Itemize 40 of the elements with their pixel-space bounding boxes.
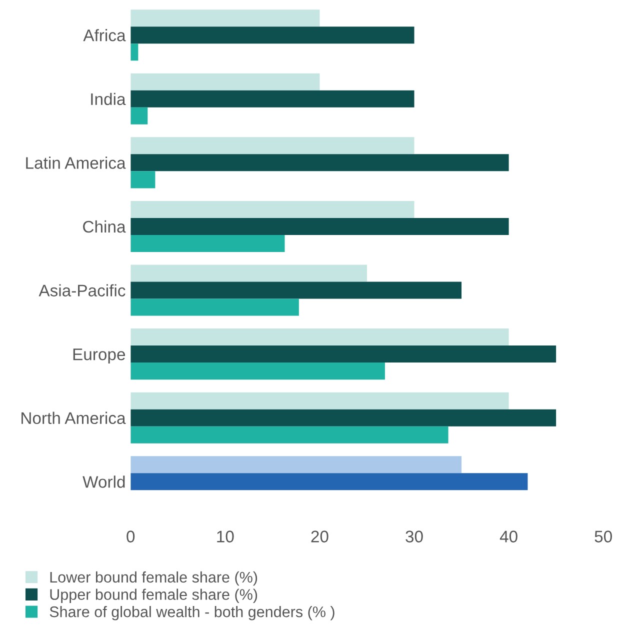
legend-label: Share of global wealth - both genders (% ) xyxy=(50,606,334,620)
x-tick-label: 0 xyxy=(126,530,135,542)
bar xyxy=(130,26,414,44)
x-tick-label: 40 xyxy=(500,530,518,542)
legend-label: Lower bound female share (%) xyxy=(50,571,258,586)
y-tick-label: Europe xyxy=(73,348,126,364)
bar xyxy=(130,107,148,124)
bar xyxy=(130,154,509,172)
y-tick-label: North America xyxy=(22,412,126,424)
bar xyxy=(130,298,299,316)
bar xyxy=(130,137,414,154)
bar xyxy=(130,473,528,490)
y-tick-label: India xyxy=(91,92,126,106)
bar xyxy=(130,90,414,108)
bar xyxy=(130,346,556,363)
y-tick-label: Africa xyxy=(83,29,126,42)
x-tick-label: 50 xyxy=(594,530,612,542)
bar xyxy=(130,409,556,426)
y-tick-label: China xyxy=(83,220,126,233)
legend-label: Upper bound female share (%) xyxy=(50,588,258,603)
bar xyxy=(130,456,462,474)
bar xyxy=(130,426,448,444)
bar xyxy=(130,328,509,346)
bar xyxy=(130,264,367,282)
bar xyxy=(130,10,320,27)
bar xyxy=(130,362,385,380)
bar xyxy=(130,392,509,410)
x-tick-label: 20 xyxy=(311,530,328,542)
x-tick-label: 10 xyxy=(217,530,234,542)
y-tick-label: Latin America xyxy=(26,156,126,169)
bar xyxy=(130,171,156,188)
bar xyxy=(130,73,320,90)
y-tick-label: Asia-Pacific xyxy=(38,284,126,296)
bar xyxy=(130,234,285,252)
bar xyxy=(130,200,414,218)
y-tick-label: World xyxy=(82,476,125,488)
bar xyxy=(130,44,138,61)
bar xyxy=(130,282,462,299)
x-tick-label: 30 xyxy=(406,530,423,542)
bar xyxy=(130,218,509,235)
